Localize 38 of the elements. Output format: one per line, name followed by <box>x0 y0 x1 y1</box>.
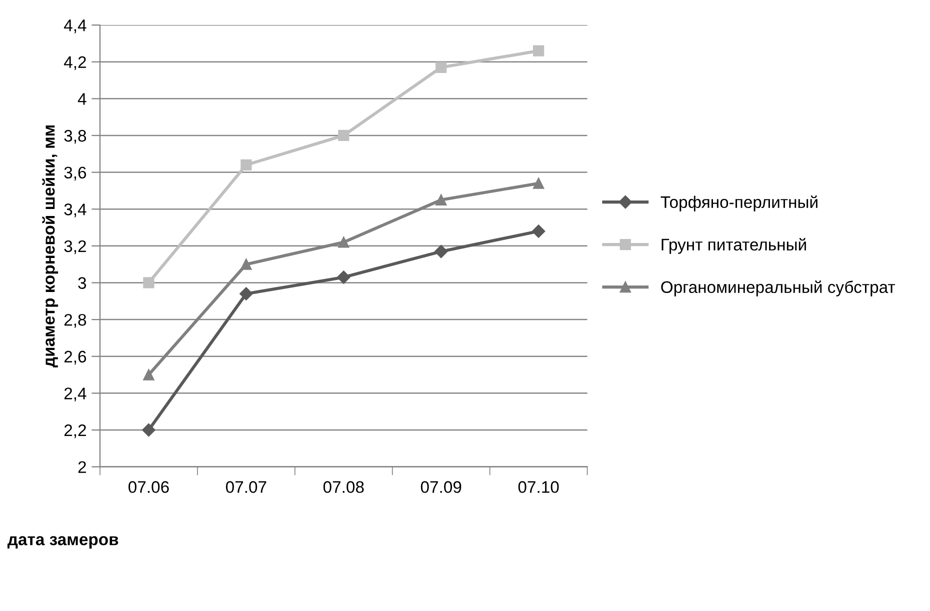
x-tick-label: 07.08 <box>323 481 364 493</box>
point <box>533 45 544 56</box>
point <box>142 423 156 437</box>
point <box>240 258 252 270</box>
legend-label: Торфяно-перлитный <box>660 196 818 212</box>
y-tick-label: 2 <box>78 461 86 473</box>
y-axis-title: диаметр корневой шейки, мм <box>42 125 58 368</box>
x-axis-title: дата замеров <box>8 536 118 549</box>
y-tick-label: 2,8 <box>64 314 86 328</box>
point <box>337 270 350 284</box>
point <box>143 369 154 380</box>
y-tick-label: 3,2 <box>64 240 86 254</box>
point <box>436 194 447 206</box>
point <box>240 159 252 170</box>
y-tick-label: 3 <box>78 277 86 289</box>
point <box>143 277 154 288</box>
y-tick-label: 2,4 <box>64 388 86 402</box>
y-tick-label: 4,4 <box>64 20 86 34</box>
point <box>338 130 350 142</box>
legend-label: Грунт питательный <box>662 238 806 254</box>
point <box>338 236 350 248</box>
legend-label: Органоминеральный субстрат <box>661 280 896 296</box>
x-tick-label: 07.06 <box>128 481 169 493</box>
point <box>436 62 447 73</box>
point <box>434 244 448 258</box>
y-tick-label: 4 <box>78 93 86 105</box>
point <box>532 224 546 238</box>
point <box>533 178 544 189</box>
y-tick-label: 2,2 <box>64 424 86 438</box>
x-tick-label: 07.09 <box>420 481 462 493</box>
point <box>240 287 253 300</box>
x-tick-label: 07.10 <box>518 481 559 493</box>
y-tick-label: 3,8 <box>64 130 86 144</box>
y-tick-label: 2,6 <box>64 350 86 365</box>
y-tick-label: 3,4 <box>64 204 86 218</box>
y-tick-label: 4,2 <box>64 56 86 70</box>
x-tick-label: 07.07 <box>226 481 266 493</box>
y-tick-label: 3,6 <box>64 166 86 180</box>
